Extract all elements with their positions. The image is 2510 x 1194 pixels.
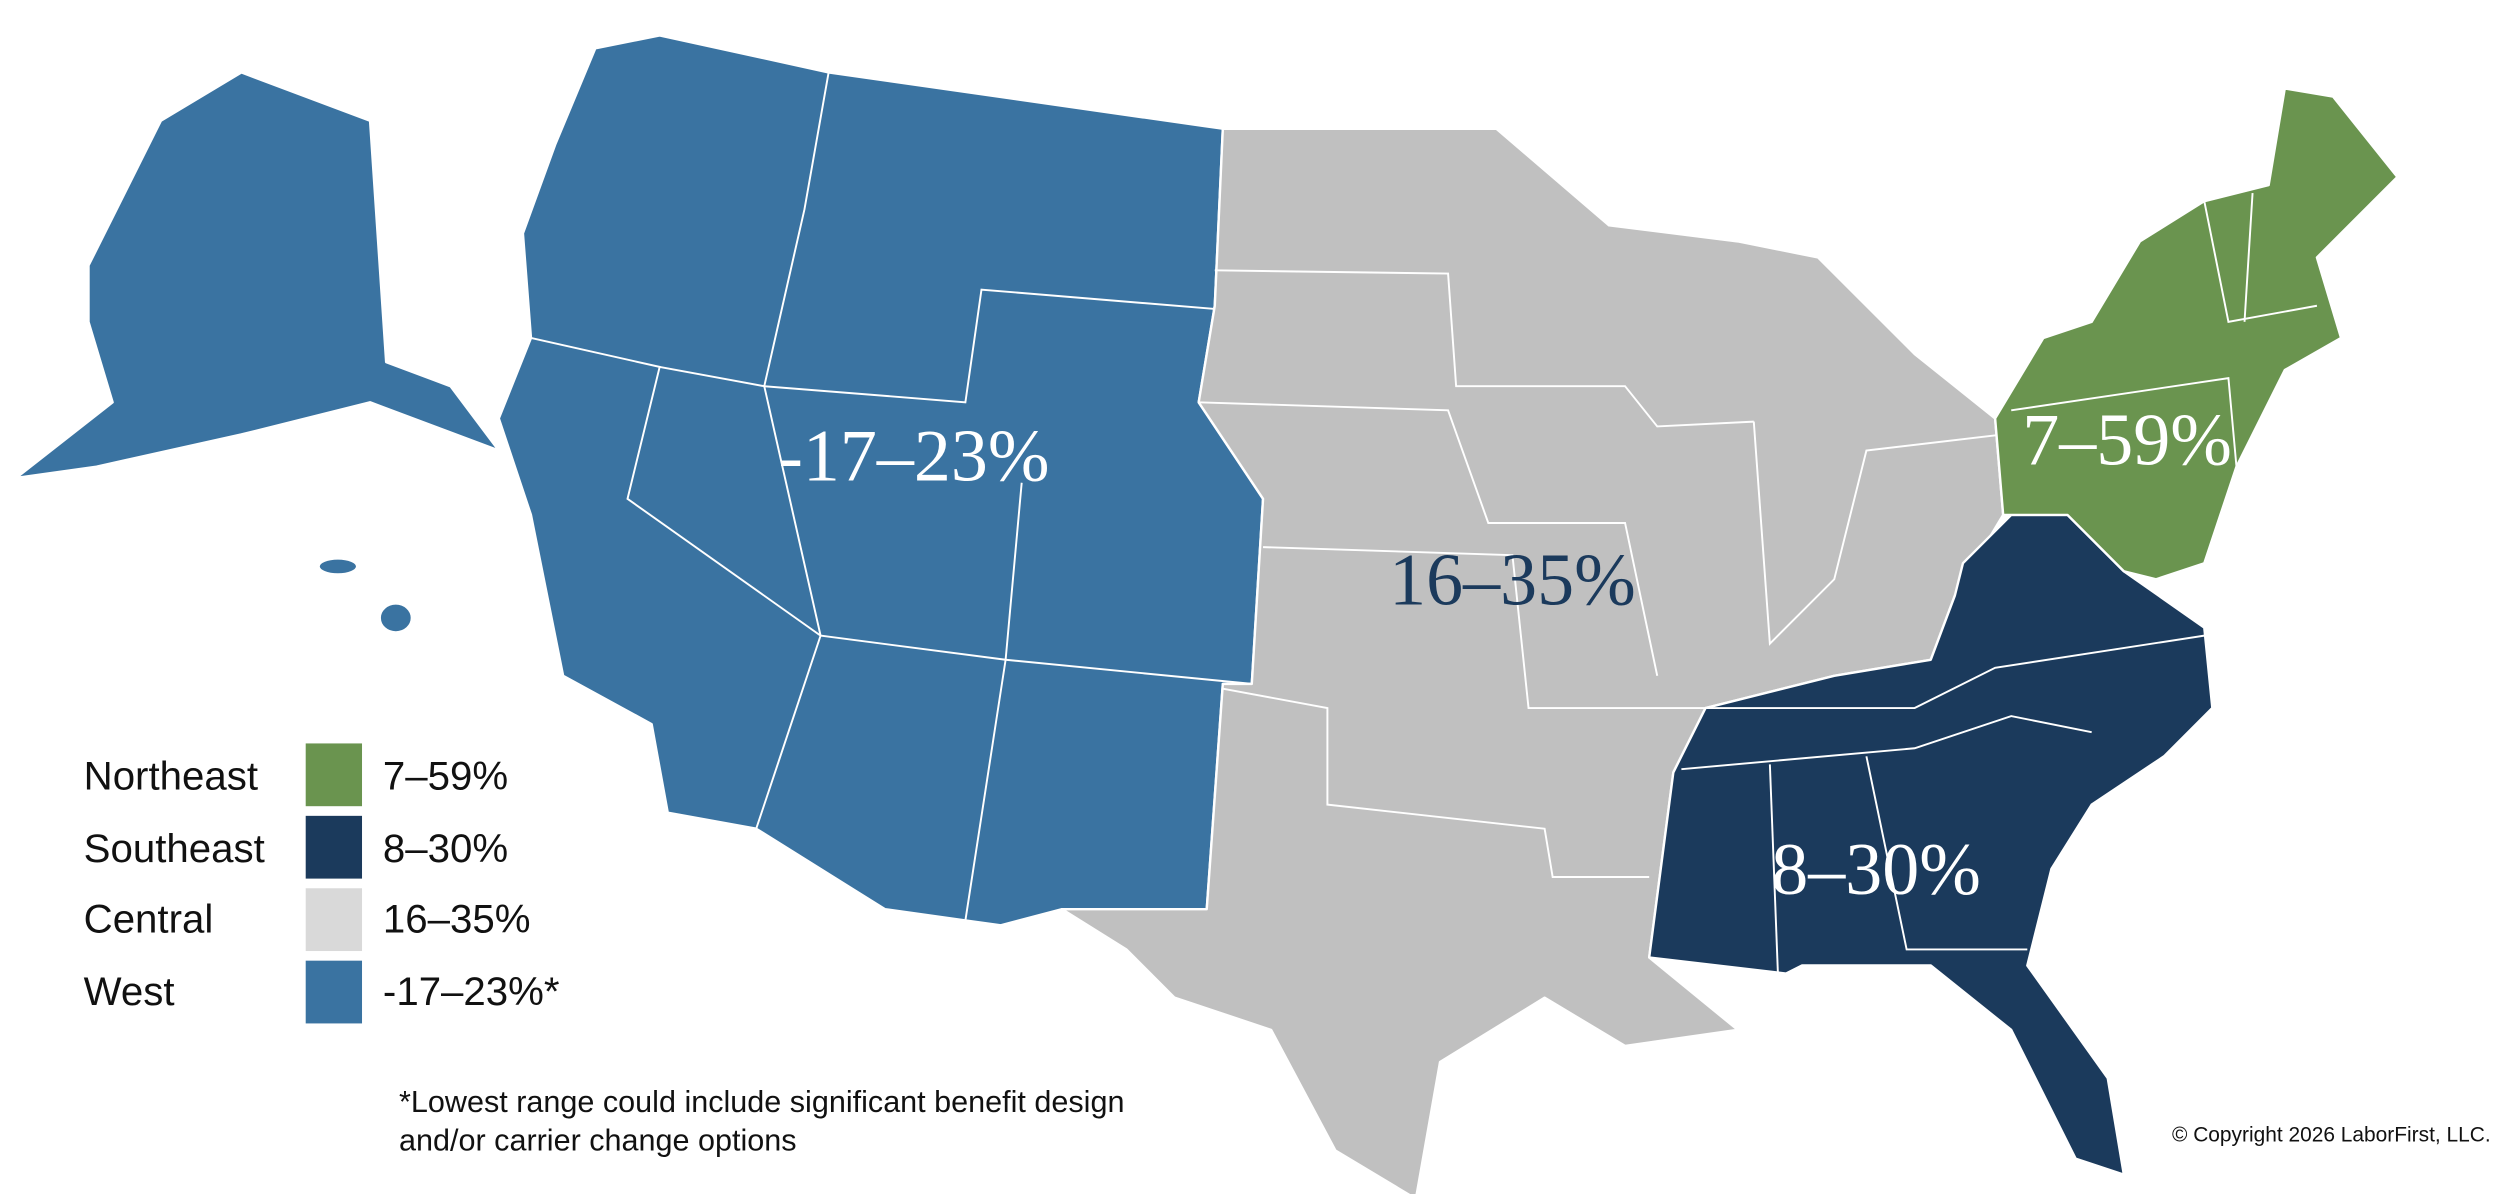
state-border bbox=[1222, 687, 1650, 878]
state-border bbox=[1705, 634, 2205, 709]
state-border bbox=[1263, 546, 1706, 709]
map-label: 8–30% bbox=[1771, 829, 1981, 911]
region-shape bbox=[1647, 513, 2214, 1176]
state-border bbox=[1214, 269, 1754, 428]
footnote: *Lowest range could include significant … bbox=[399, 1085, 1124, 1119]
state-border bbox=[1198, 401, 1659, 677]
state-border bbox=[1752, 421, 2004, 646]
region-shape bbox=[14, 71, 500, 480]
legend: Northeast 7–59% Southeast 8–30% Central … bbox=[84, 743, 560, 1024]
region-shape bbox=[1993, 87, 2399, 581]
state-border bbox=[763, 72, 1215, 404]
legend-range: -17–23%* bbox=[383, 969, 560, 1014]
legend-range: 8–30% bbox=[383, 826, 508, 871]
legend-name: Southeast bbox=[84, 826, 265, 871]
region-shape bbox=[1060, 127, 2005, 1194]
legend-range: 7–59% bbox=[383, 753, 508, 798]
copyright: © Copyright 2026 LaborFirst, LLC. bbox=[2172, 1124, 2491, 1147]
region-shape bbox=[378, 602, 414, 634]
state-border bbox=[2011, 377, 2238, 467]
legend-name: West bbox=[84, 969, 175, 1014]
region-central bbox=[1060, 127, 2005, 1194]
map-label: -17–23% bbox=[778, 415, 1049, 497]
state-border bbox=[530, 336, 1252, 685]
legend-swatch bbox=[305, 743, 363, 807]
legend-name: Northeast bbox=[84, 753, 258, 798]
state-border bbox=[2203, 200, 2318, 323]
map-label: 16–35% bbox=[1389, 539, 1636, 621]
region-shape bbox=[317, 557, 359, 576]
state-border bbox=[1865, 756, 2028, 951]
region-west bbox=[14, 34, 1265, 927]
state-border bbox=[1768, 764, 1779, 974]
region-southeast bbox=[1647, 513, 2214, 1176]
region-northeast bbox=[1993, 87, 2399, 581]
state-border bbox=[659, 365, 822, 830]
state-border bbox=[1681, 715, 2092, 771]
legend-name: Central bbox=[84, 897, 214, 942]
state-border bbox=[2243, 193, 2254, 322]
map-label: 7–59% bbox=[2022, 399, 2232, 481]
footnote: and/or carrier change options bbox=[399, 1124, 797, 1158]
legend-swatch bbox=[305, 888, 363, 952]
legend-swatch bbox=[305, 960, 363, 1024]
legend-swatch bbox=[305, 815, 363, 879]
legend-range: 16–35% bbox=[383, 897, 531, 942]
state-border bbox=[964, 482, 1023, 921]
